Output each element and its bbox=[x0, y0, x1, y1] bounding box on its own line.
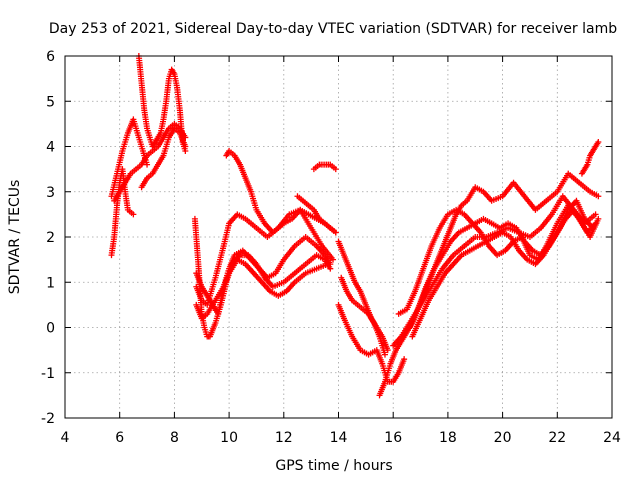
x-tick-label: 20 bbox=[494, 430, 512, 446]
chart-title: Day 253 of 2021, Sidereal Day-to-day VTE… bbox=[49, 21, 617, 37]
y-tick-label: -2 bbox=[41, 411, 55, 427]
data-point bbox=[332, 229, 339, 236]
x-tick-label: 4 bbox=[61, 430, 70, 446]
data-point bbox=[592, 211, 599, 218]
data-point bbox=[595, 193, 602, 200]
series-track-15 bbox=[338, 274, 388, 358]
data-point bbox=[595, 215, 602, 222]
data-point bbox=[381, 351, 388, 358]
x-tick-label: 6 bbox=[115, 430, 124, 446]
y-tick-label: -1 bbox=[41, 366, 55, 382]
y-tick-label: 3 bbox=[46, 185, 55, 201]
series-track-14 bbox=[335, 301, 408, 385]
y-axis-label: SDTVAR / TECUs bbox=[7, 180, 23, 295]
x-tick-label: 22 bbox=[548, 430, 566, 446]
data-point bbox=[130, 211, 137, 218]
series-track-12 bbox=[310, 161, 339, 173]
y-tick-label: 0 bbox=[46, 321, 55, 337]
data-point bbox=[595, 138, 602, 145]
x-tick-label: 12 bbox=[275, 430, 293, 446]
series-track-5 bbox=[138, 125, 189, 191]
data-point bbox=[324, 261, 331, 268]
data-point bbox=[182, 143, 189, 150]
y-tick-label: 1 bbox=[46, 275, 55, 291]
x-tick-label: 14 bbox=[330, 430, 348, 446]
x-tick-label: 10 bbox=[220, 430, 238, 446]
series-track-11 bbox=[294, 193, 339, 236]
data-point bbox=[332, 166, 339, 173]
x-axis-label: GPS time / hours bbox=[275, 458, 392, 474]
series-track-9 bbox=[193, 256, 331, 322]
x-tick-label: 18 bbox=[439, 430, 457, 446]
series-track-20 bbox=[578, 138, 602, 177]
y-tick-label: 4 bbox=[46, 140, 55, 156]
x-tick-label: 16 bbox=[384, 430, 402, 446]
y-tick-label: 2 bbox=[46, 230, 55, 246]
data-point bbox=[330, 256, 337, 263]
data-point bbox=[144, 161, 151, 168]
y-tick-label: 6 bbox=[46, 49, 55, 65]
series-track-4 bbox=[111, 120, 189, 204]
series-track-3 bbox=[135, 53, 189, 155]
y-tick-label: 5 bbox=[46, 94, 55, 110]
series-track-21 bbox=[409, 197, 596, 340]
series-track-19 bbox=[406, 206, 602, 331]
data-point bbox=[589, 224, 596, 231]
data-points bbox=[108, 53, 602, 399]
plot-frame bbox=[64, 55, 613, 419]
x-tick-label: 24 bbox=[603, 430, 621, 446]
x-tick-label: 8 bbox=[170, 430, 179, 446]
data-point bbox=[401, 356, 408, 363]
